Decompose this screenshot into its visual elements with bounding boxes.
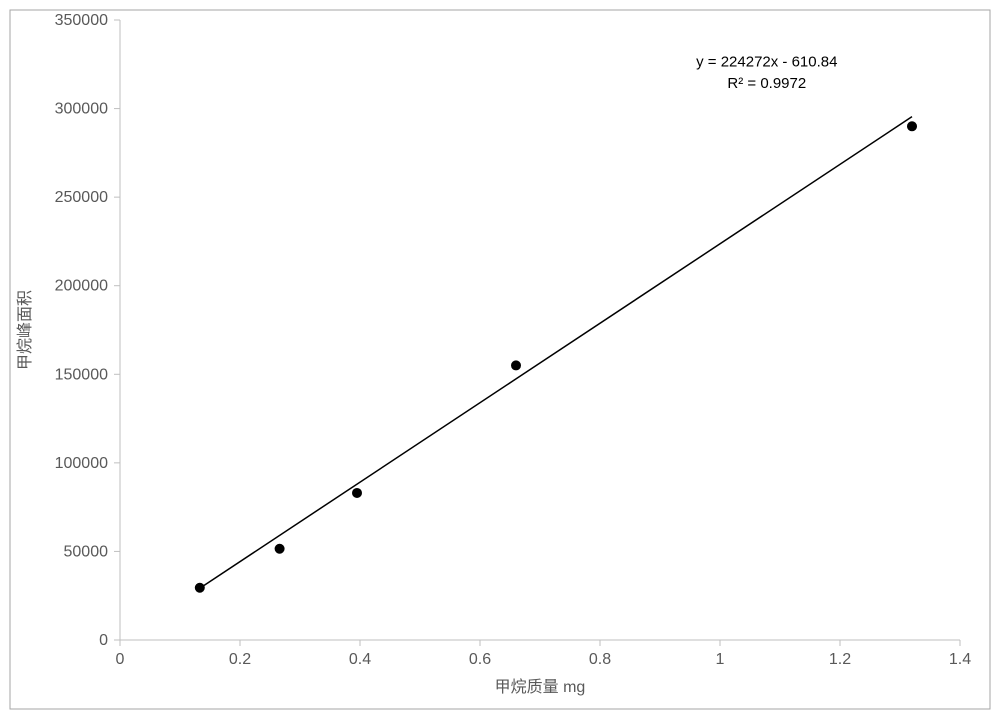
y-tick-label: 100000: [55, 455, 108, 472]
y-tick-label: 350000: [55, 12, 108, 29]
x-tick-label: 0.8: [589, 651, 611, 668]
x-tick-label: 0.2: [229, 651, 251, 668]
trendline: [200, 117, 912, 589]
y-tick-label: 250000: [55, 189, 108, 206]
data-point: [907, 121, 917, 131]
x-tick-label: 0: [116, 651, 125, 668]
x-tick-label: 0.4: [349, 651, 371, 668]
y-tick-label: 50000: [64, 543, 109, 560]
data-point: [195, 583, 205, 593]
x-tick-label: 1.4: [949, 651, 971, 668]
y-tick-label: 0: [99, 632, 108, 649]
equation-line1: y = 224272x - 610.84: [696, 54, 837, 71]
chart-container: 0 0.2 0.4 0.6 0.8 1 1.2 1.4 甲烷质量 mg 0 50000 100000 1…: [0, 0, 1000, 719]
x-tick-label: 1: [716, 651, 725, 668]
y-axis-title: 甲烷峰面积: [16, 290, 34, 370]
x-tick-label: 1.2: [829, 651, 851, 668]
equation-line2: R² = 0.9972: [727, 75, 806, 92]
chart-svg: 0 0.2 0.4 0.6 0.8 1 1.2 1.4 甲烷质量 mg 0 50000 100000 1…: [0, 0, 1000, 719]
x-axis-title: 甲烷质量 mg: [495, 678, 586, 696]
y-tick-label: 200000: [55, 278, 108, 295]
data-point: [511, 360, 521, 370]
data-point: [275, 544, 285, 554]
data-point: [352, 488, 362, 498]
x-tick-label: 0.6: [469, 651, 491, 668]
y-tick-label: 300000: [55, 101, 108, 118]
y-tick-label: 150000: [55, 366, 108, 383]
